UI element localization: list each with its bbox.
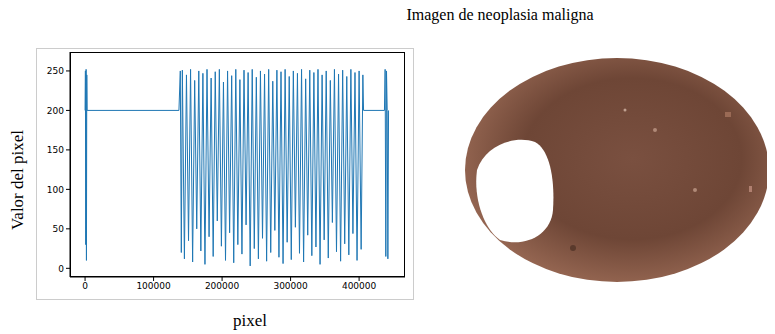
svg-text:300000: 300000 xyxy=(273,281,308,291)
svg-text:50: 50 xyxy=(53,224,65,234)
svg-text:0: 0 xyxy=(58,264,64,274)
html-text:Imagen de neoplasia maligna: Imagen de neoplasia maligna xyxy=(406,6,594,23)
svg-text:200: 200 xyxy=(47,106,64,116)
svg-text:400000: 400000 xyxy=(342,281,377,291)
svg-text:0: 0 xyxy=(82,281,88,291)
svg-text:200000: 200000 xyxy=(205,281,240,291)
svg-text:100: 100 xyxy=(47,185,64,195)
svg-text:150: 150 xyxy=(47,145,64,155)
html-text:Valor del pixel: Valor del pixel xyxy=(8,130,27,230)
svg-text:100000: 100000 xyxy=(136,281,171,291)
html-text:pixel: pixel xyxy=(233,311,267,330)
svg-text:250: 250 xyxy=(47,66,64,76)
